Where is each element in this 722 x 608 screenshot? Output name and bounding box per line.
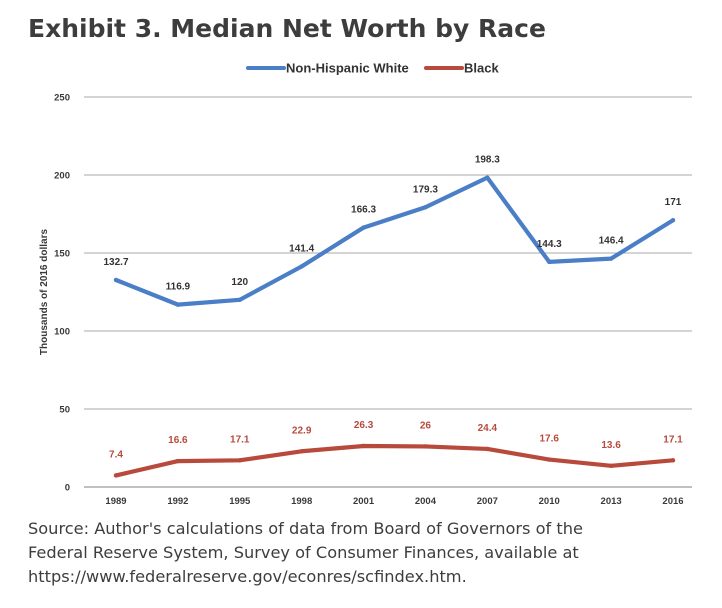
data-point [361,443,366,449]
data-point [485,175,490,180]
data-label: 116.9 [166,282,191,293]
data-label: 146.4 [599,236,624,247]
data-point [423,444,428,449]
source-line-1: Source: Author's calculations of data fr… [28,519,583,538]
data-point [237,297,242,302]
legend: Non-Hispanic White Black [246,61,499,76]
data-label: 132.7 [103,257,128,268]
series-line-white [113,175,676,307]
chart-title: Exhibit 3. Median Net Worth by Race [28,14,546,43]
data-point [485,446,490,452]
data-label: 17.6 [539,434,559,445]
x-axis: 1989 1992 1995 1998 2001 2004 2007 2010 2013 2016 [105,496,683,507]
data-labels: 132.7 116.9 120 141.4 166.3 179.3 198.3 144.3 14… [103,155,683,461]
data-point [608,463,614,468]
data-label: 144.3 [537,239,562,250]
data-point [361,225,366,230]
source-line-3: https://www.federalreserve.gov/econres/s… [28,567,467,586]
data-label: 24.4 [478,423,498,434]
data-label: 22.9 [292,425,312,436]
data-label: 26.3 [354,420,374,431]
x-tick-label: 2016 [662,496,683,507]
y-tick-label: 0 [65,483,70,494]
data-point [113,473,119,478]
data-point [113,277,119,283]
y-tick-label: 50 [59,405,70,416]
data-label: 13.6 [601,440,621,451]
y-tick-label: 150 [54,249,70,260]
chart-area: Non-Hispanic White Black 0 50 100 150 200 250 T… [0,50,722,520]
data-label: 26 [420,420,432,431]
data-point [547,457,552,462]
data-label: 17.1 [230,434,250,445]
data-label: 141.4 [289,243,314,254]
data-label: 198.3 [475,155,500,166]
y-tick-label: 100 [54,327,70,338]
source-note: Source: Author's calculations of data fr… [28,517,708,589]
legend-label: Non-Hispanic White [286,61,409,76]
data-label: 179.3 [413,184,438,195]
data-label: 171 [665,197,682,208]
x-tick-label: 2010 [539,496,560,507]
x-tick-label: 2013 [601,496,622,507]
data-label: 17.1 [663,434,683,445]
data-point [237,458,242,463]
data-label: 7.4 [109,449,123,460]
data-label: 166.3 [351,205,376,216]
data-point [670,458,676,463]
data-point [175,458,181,464]
data-point [423,205,428,210]
gridlines [84,96,692,488]
data-label: 120 [231,277,248,288]
x-tick-label: 1992 [167,496,188,507]
source-line-2: Federal Reserve System, Survey of Consum… [28,543,579,562]
data-point [299,449,304,454]
y-tick-label: 250 [54,93,70,104]
data-point [547,259,552,265]
x-tick-label: 2007 [477,496,498,507]
y-axis-title: Thousands of 2016 dollars [39,228,50,355]
x-tick-label: 1998 [291,496,312,507]
x-tick-label: 1995 [229,496,251,507]
data-label: 16.6 [168,435,188,446]
line-chart: Non-Hispanic White Black 0 50 100 150 200 250 T… [39,61,692,507]
series-line-black [113,443,676,478]
y-tick-label: 200 [54,171,70,182]
data-point [608,256,614,261]
x-tick-label: 1989 [105,496,126,507]
legend-label: Black [464,61,499,76]
x-tick-label: 2004 [415,496,437,507]
data-point [670,218,676,223]
series-lines [113,175,676,478]
data-point [175,302,181,307]
x-tick-label: 2001 [353,496,375,507]
y-axis: 0 50 100 150 200 250 Thousands of 2016 dollars [39,93,70,494]
data-point [299,264,304,269]
